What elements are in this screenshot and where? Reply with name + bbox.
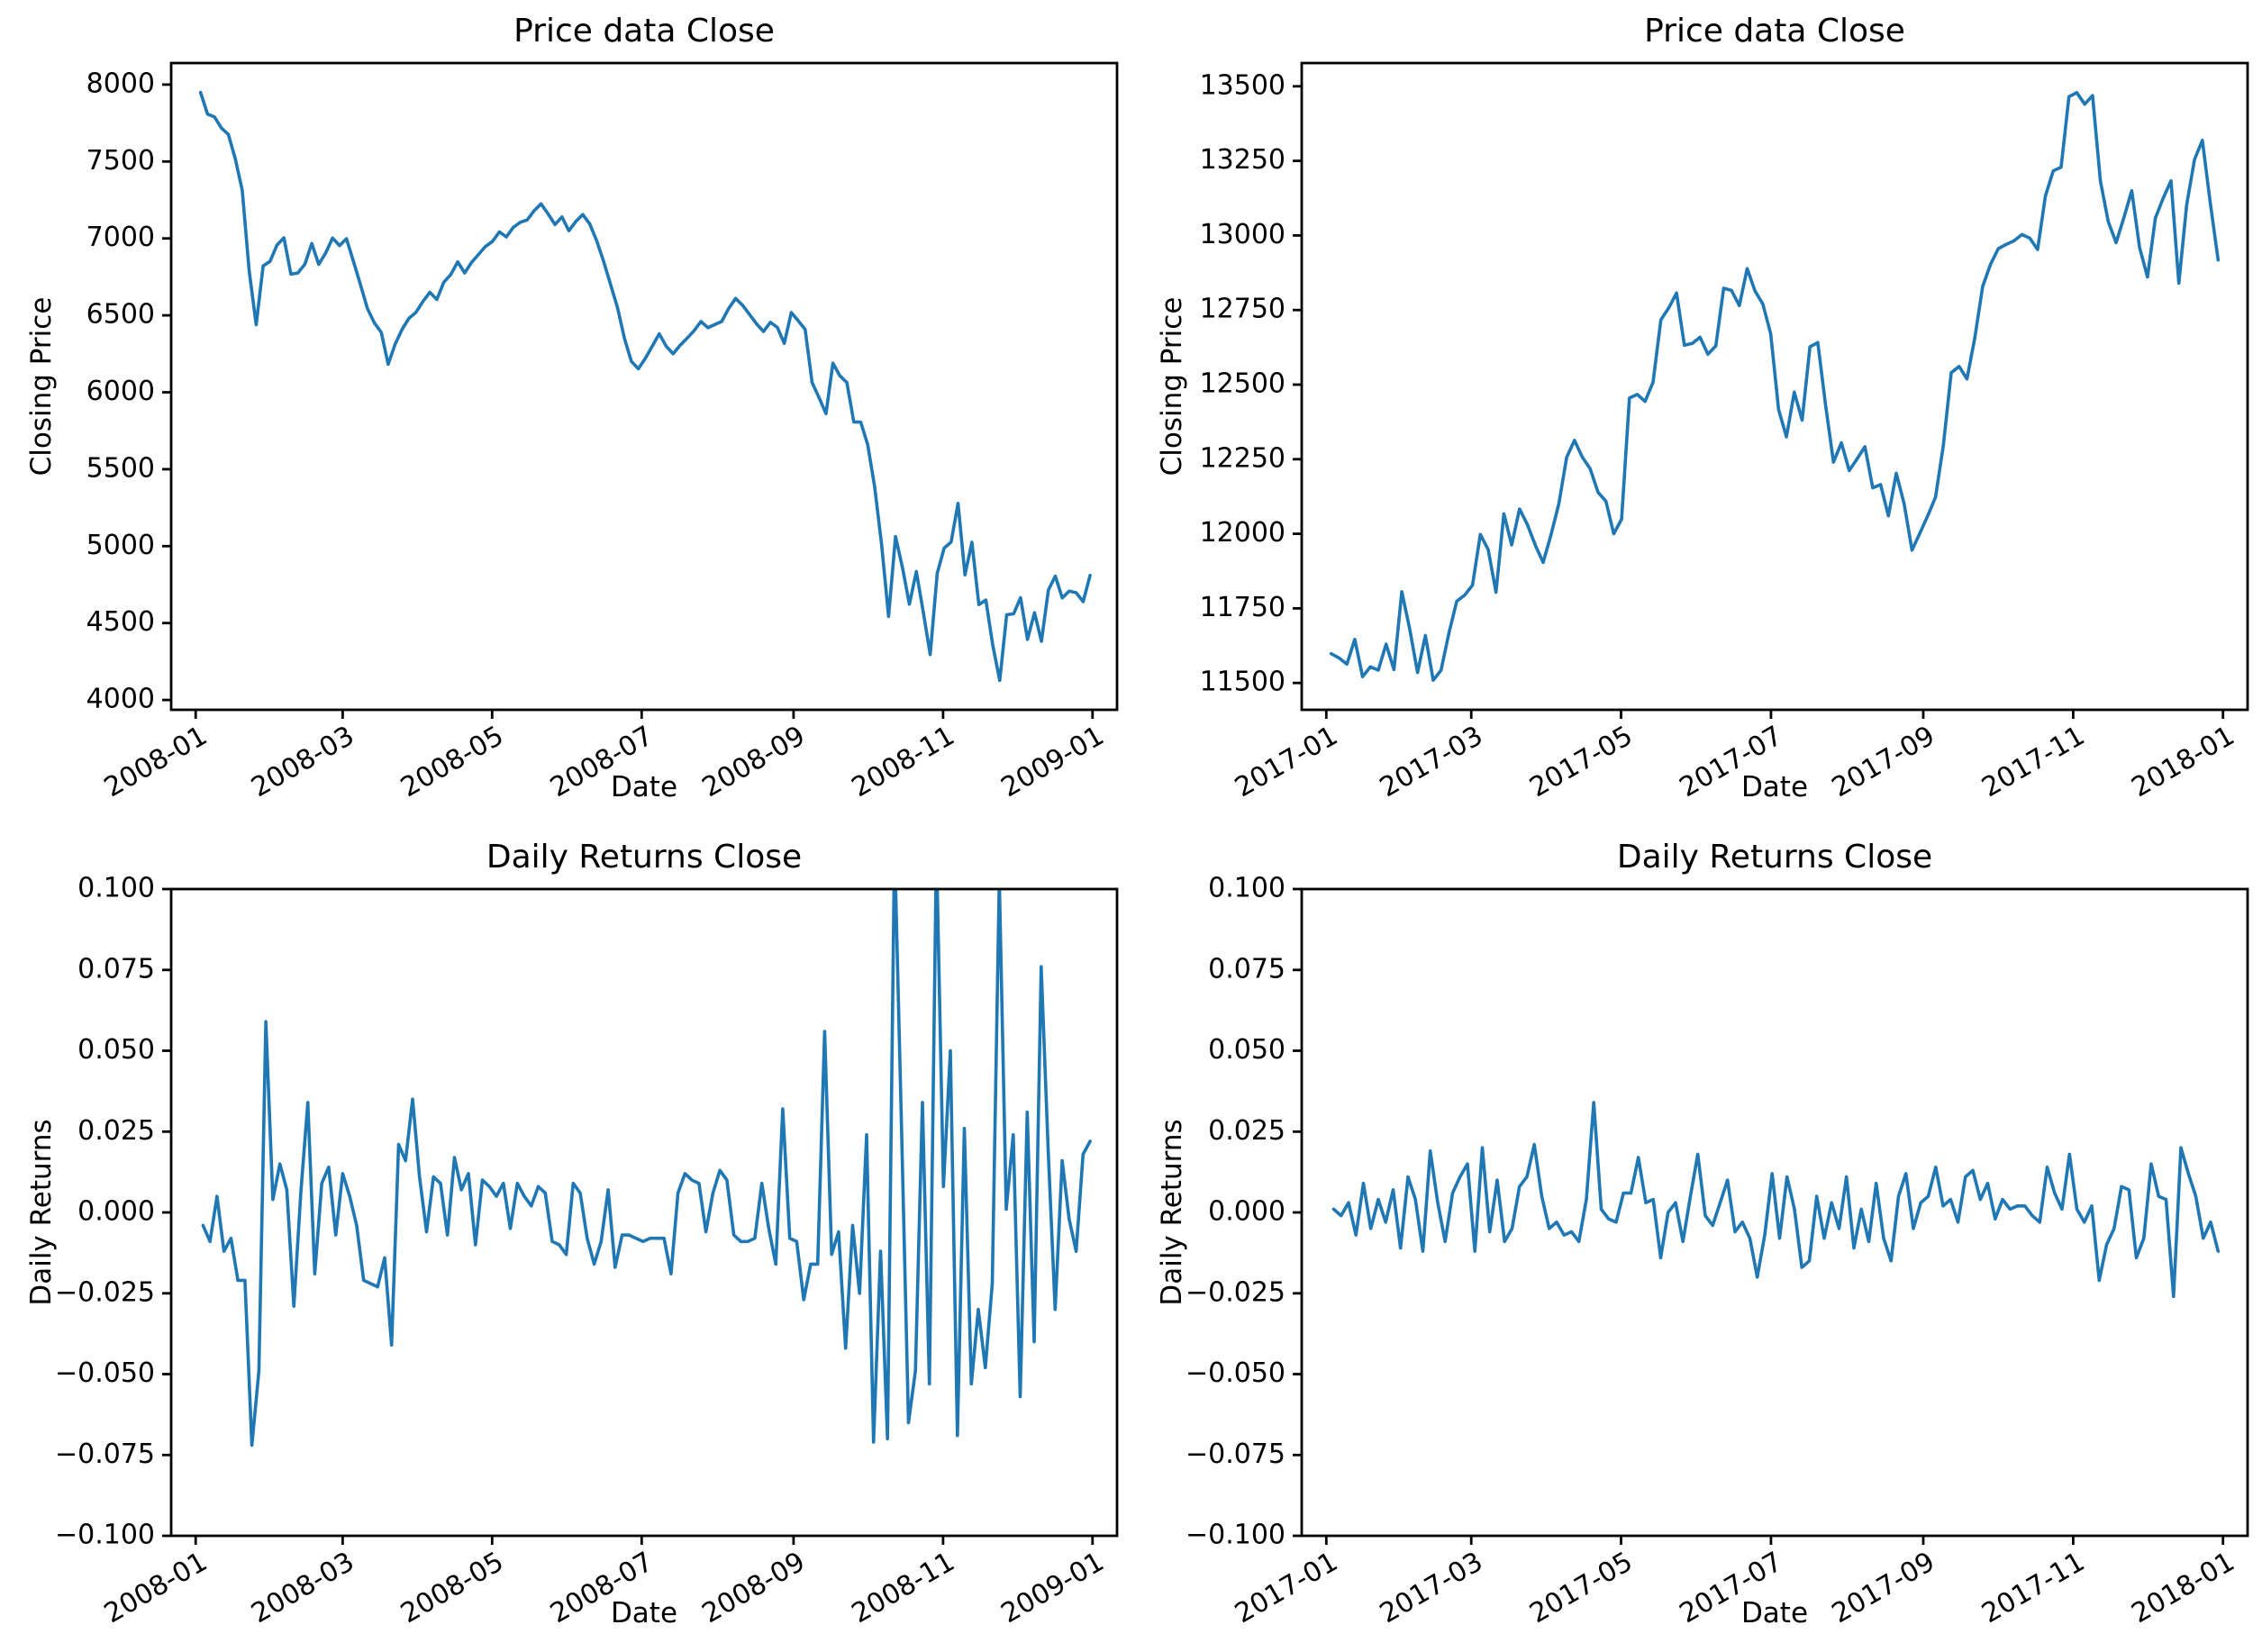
y-tick-label: 5000 [86, 530, 155, 561]
x-tick-label: 2017-07 [1675, 1546, 1788, 1629]
x-tick-label: 2017-11 [1976, 1546, 2090, 1629]
x-tick-label: 2018-01 [2126, 1546, 2239, 1629]
x-tick-label: 2008-09 [697, 720, 811, 803]
y-tick-label: −0.075 [55, 1439, 155, 1470]
y-tick-label: 0.025 [1208, 1115, 1285, 1147]
y-tick-label: −0.050 [55, 1357, 155, 1389]
y-tick-label: 0.075 [1208, 953, 1285, 985]
x-tick-label: 2017-03 [1375, 720, 1488, 803]
x-tick-label: 2017-05 [1524, 1546, 1638, 1629]
x-axis-label: Date [610, 771, 678, 803]
x-tick-label: 2008-05 [395, 720, 509, 803]
y-tick-label: 12500 [1200, 368, 1285, 400]
y-tick-label: 8000 [86, 68, 155, 99]
y-tick-label: 4500 [86, 606, 155, 638]
plot-area: 0.100 0.075 0.050 0.025 0.000 −0.025 −0.050 −0.… [1186, 873, 2249, 1629]
plot-area: 0.100 0.075 0.050 0.025 0.000 −0.025 −0.050 −0.… [55, 873, 1119, 1629]
chart-title: Price data Close [513, 13, 775, 50]
data-line [1331, 1101, 2221, 1299]
x-axis-label: Date [1740, 771, 1809, 803]
y-tick-label: −0.050 [1186, 1357, 1285, 1389]
y-tick-label: 0.075 [77, 953, 155, 985]
y-tick-label: 13500 [1200, 69, 1285, 101]
x-tick-label: 2017-07 [1675, 720, 1788, 803]
y-tick-label: 0.100 [77, 873, 155, 904]
data-line [201, 889, 1092, 1448]
x-tick-label: 2008-03 [246, 720, 359, 803]
y-tick-label: −0.100 [55, 1520, 155, 1551]
y-tick-label: 13250 [1200, 144, 1285, 176]
y-tick-label: 12000 [1200, 517, 1285, 549]
data-line [1329, 91, 2221, 683]
x-tick-label: 2017-09 [1827, 1546, 1940, 1629]
x-tick-label: 2008-07 [545, 720, 659, 803]
x-tick-label: 2008-11 [847, 720, 960, 803]
y-tick-label: 0.000 [1208, 1196, 1285, 1228]
x-tick-label: 2017-01 [1230, 720, 1343, 803]
x-tick-label: 2017-09 [1827, 720, 1940, 803]
y-tick-label: 0.000 [77, 1196, 155, 1228]
chart-title: Daily Returns Close [1616, 839, 1933, 876]
x-tick-label: 2008-01 [99, 720, 213, 803]
y-tick-label: 4000 [86, 684, 155, 715]
plot-area: 4000 4500 5000 5500 6000 6500 7000 7500 8000 2008… [86, 61, 1119, 803]
x-tick-label: 2009-01 [996, 1546, 1110, 1629]
x-tick-label: 2018-01 [2126, 720, 2239, 803]
y-tick-label: 7500 [86, 145, 155, 177]
x-tick-label: 2017-01 [1230, 1546, 1343, 1629]
y-tick-label: 6500 [86, 299, 155, 331]
plot-area: 11500 11750 12000 12250 12500 12750 13000 13250… [1200, 61, 2249, 803]
y-tick-label: 0.050 [1208, 1034, 1285, 1066]
axes-frame [1300, 887, 2249, 1538]
y-tick-label: 5500 [86, 452, 155, 484]
subplot-returns-2017: Daily Returns Close Daily Returns Date 0… [1131, 826, 2262, 1652]
x-tick-label: 2008-05 [395, 1546, 509, 1629]
y-tick-label: 12750 [1200, 294, 1285, 325]
x-tick-label: 2017-03 [1375, 1546, 1488, 1629]
y-tick-label: 0.025 [77, 1115, 155, 1147]
data-line [198, 90, 1092, 683]
y-tick-label: 0.100 [1208, 873, 1285, 904]
y-tick-label: 6000 [86, 376, 155, 407]
x-tick-label: 2008-07 [545, 1546, 659, 1629]
axes-frame [1300, 61, 2249, 712]
chart-title: Price data Close [1644, 13, 1905, 50]
subplot-returns-2008: Daily Returns Close Daily Returns Date 0… [0, 826, 1131, 1652]
subplot-price-2017: Price data Close Closing Price Date 1150… [1131, 0, 2262, 826]
y-tick-label: 11750 [1200, 592, 1285, 623]
x-tick-label: 2008-09 [697, 1546, 811, 1629]
x-axis-label: Date [1740, 1597, 1809, 1629]
x-axis-label: Date [610, 1597, 678, 1629]
x-tick-label: 2008-01 [99, 1546, 213, 1629]
subplot-price-2008: Price data Close Closing Price Date 4000… [0, 0, 1131, 826]
y-tick-label: 7000 [86, 222, 155, 253]
y-tick-label: 13000 [1200, 219, 1285, 250]
y-tick-label: −0.100 [1186, 1520, 1285, 1551]
axes-frame [169, 61, 1119, 712]
y-tick-label: 11500 [1200, 667, 1285, 698]
y-tick-label: −0.025 [55, 1276, 155, 1308]
y-tick-label: −0.075 [1186, 1439, 1285, 1470]
y-tick-label: −0.025 [1186, 1276, 1285, 1308]
x-tick-label: 2009-01 [996, 720, 1110, 803]
y-tick-label: 12250 [1200, 442, 1285, 474]
x-tick-label: 2017-11 [1976, 720, 2090, 803]
chart-title: Daily Returns Close [486, 839, 803, 876]
y-tick-label: 0.050 [77, 1034, 155, 1066]
x-tick-label: 2008-03 [246, 1546, 359, 1629]
x-tick-label: 2017-05 [1524, 720, 1638, 803]
x-tick-label: 2008-11 [847, 1546, 960, 1629]
